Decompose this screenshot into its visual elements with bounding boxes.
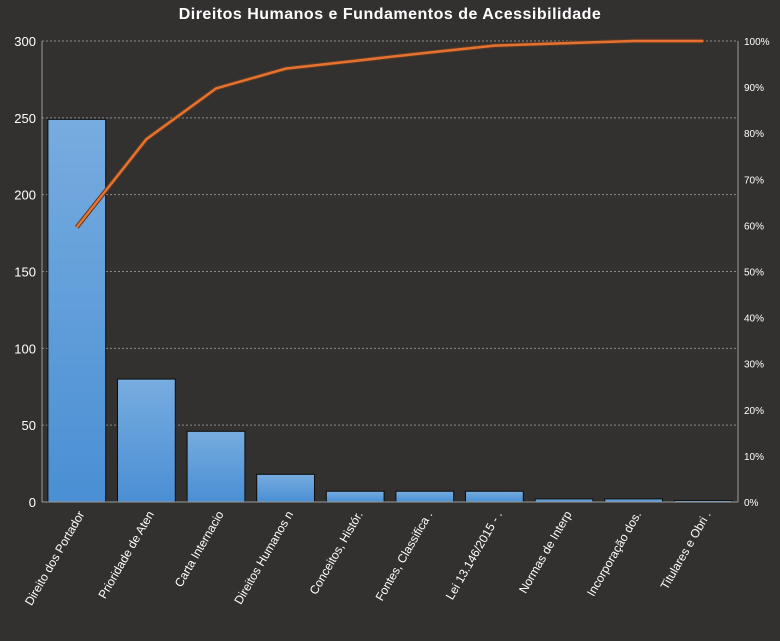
y2-tick-label: 60% <box>744 221 764 232</box>
cumulative-line-shadow <box>75 38 704 229</box>
cumulative-line <box>75 38 704 229</box>
y-tick-label: 200 <box>14 188 36 203</box>
x-tick-label: Carta Internacio <box>172 508 227 589</box>
bar <box>186 430 246 503</box>
x-tick-label: Direito dos Portador <box>22 508 87 607</box>
bar <box>395 490 455 503</box>
y2-tick-label: 0% <box>744 498 759 509</box>
bar <box>47 118 107 503</box>
x-tick-label: Direitos Humanos n <box>231 509 296 607</box>
bar <box>117 378 176 503</box>
y-tick-label: 300 <box>14 34 36 49</box>
x-tick-label: Normas de Interp <box>516 508 575 596</box>
y-tick-label: 0 <box>29 495 36 510</box>
bar <box>325 490 385 503</box>
y2-tick-label: 70% <box>744 175 764 186</box>
y-tick-label: 250 <box>14 111 36 126</box>
x-tick-label: Conceitos, Histór. <box>307 509 366 597</box>
bars <box>47 118 733 503</box>
y2-tick-label: 30% <box>744 360 764 371</box>
x-tick-label: Lei 13.146/2015 - . <box>443 509 505 603</box>
cumulative-line-path <box>75 39 704 229</box>
bar <box>465 490 524 503</box>
y-tick-label: 100 <box>14 341 36 356</box>
chart-title: Direitos Humanos e Fundamentos de Acessi… <box>178 6 602 23</box>
bar <box>256 473 315 503</box>
x-tick-label: Prioridade de Aten <box>95 509 156 602</box>
y2-tick-label: 90% <box>744 83 764 94</box>
x-tick-label: Incorporação dos. <box>584 509 644 599</box>
y2-tick-label: 20% <box>744 406 764 417</box>
gridlines <box>42 40 738 426</box>
y-tick-label: 50 <box>22 418 36 433</box>
axes: 0 50 100 150 200 250 300 0% 10% 20% 30% 40% 50% 60% 70… <box>14 34 769 608</box>
y2-tick-label: 80% <box>744 129 764 140</box>
y2-tick-label: 50% <box>744 268 764 279</box>
y2-tick-label: 40% <box>744 314 764 325</box>
y-tick-label: 150 <box>14 265 36 280</box>
x-tick-label: Titulares e Obri . <box>658 509 714 592</box>
y2-tick-label: 10% <box>744 452 764 463</box>
x-tick-label: Fontes, Classifica . <box>373 509 436 604</box>
y2-tick-label: 100% <box>744 37 770 48</box>
